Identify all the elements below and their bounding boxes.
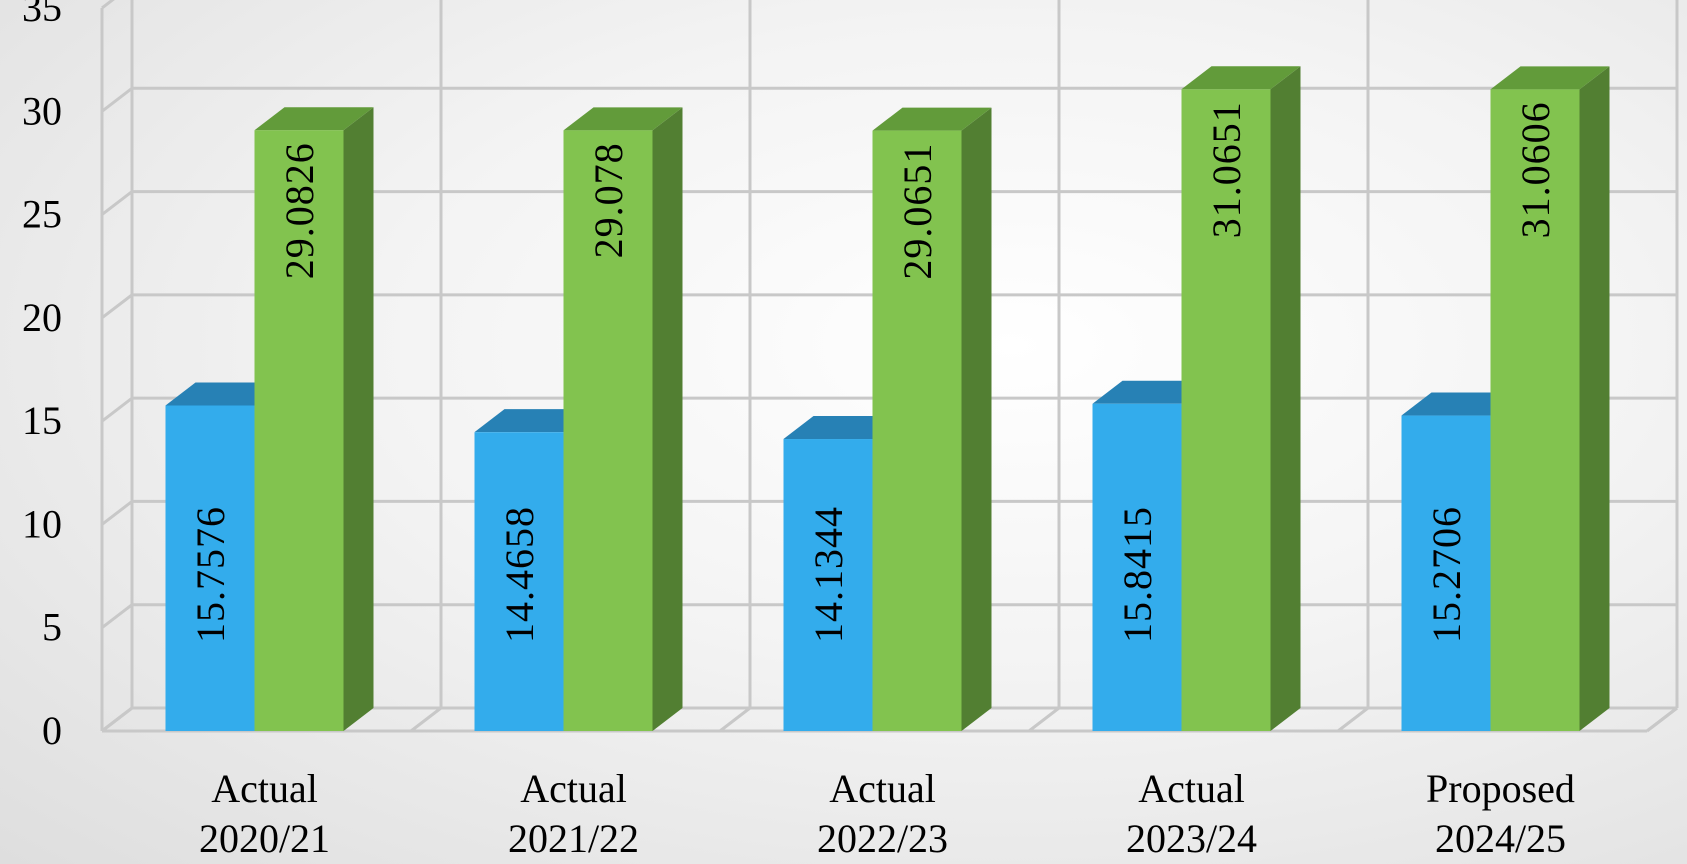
bar-top [254, 107, 374, 131]
bar-value-label: 14.4658 [497, 506, 542, 643]
bar-value-label: 14.1344 [806, 506, 851, 643]
bar-value-label: 31.0651 [1204, 101, 1249, 238]
x-category-label: 2020/21 [199, 816, 330, 861]
x-category-label: Actual [520, 766, 627, 811]
bar-group: 31.0651 [1181, 66, 1301, 731]
x-axis-categories: Actual 2020/21 Actual 2021/22 Actual 2022/23 A… [199, 766, 1575, 861]
gridline-side [101, 0, 115, 10]
bar-top [1490, 66, 1610, 90]
x-category-label: Actual [1138, 766, 1245, 811]
bar [474, 432, 564, 731]
bar-value-label: 15.7576 [188, 506, 233, 643]
bar-side [1579, 66, 1610, 731]
chart-bars: 15.7576 29.0826 14.4658 29.078 14.1344 29.065… [165, 66, 1610, 732]
bar-value-label: 31.0606 [1513, 101, 1558, 238]
bar-value-label: 29.0651 [895, 143, 940, 280]
bar [1092, 403, 1182, 731]
x-category-label: Actual [829, 766, 936, 811]
y-axis-ticks: 0 5 10 15 20 25 30 35 [22, 0, 62, 753]
bar-value-label: 15.8415 [1115, 506, 1160, 643]
bar [563, 130, 653, 731]
gridline-floor [1337, 706, 1369, 733]
bar-value-label: 29.0826 [277, 142, 322, 279]
gridline-floor [1028, 706, 1060, 733]
gridline-floor [101, 706, 133, 733]
y-tick-label: 5 [42, 605, 62, 650]
x-category-label: 2024/25 [1435, 816, 1566, 861]
x-category-label: Actual [211, 766, 318, 811]
y-tick-label: 35 [22, 0, 62, 30]
gridline-side [101, 500, 133, 526]
bar [783, 439, 873, 731]
bar [872, 130, 962, 731]
x-category-label: 2022/23 [817, 816, 948, 861]
gridline-side [101, 603, 133, 629]
bar-side [343, 107, 374, 732]
y-tick-label: 10 [22, 501, 62, 546]
bar [165, 405, 255, 731]
x-category-label: Proposed [1426, 766, 1575, 811]
y-tick-label: 0 [42, 708, 62, 753]
x-category-label: 2023/24 [1126, 816, 1257, 861]
gridline-side [101, 87, 133, 113]
y-tick-label: 30 [22, 88, 62, 133]
bar-side [1270, 66, 1301, 731]
bar-top [872, 107, 992, 131]
bar-top [563, 107, 683, 131]
gridline-side [101, 190, 133, 216]
bar-side [652, 107, 683, 731]
gridline-side [101, 396, 133, 423]
x-category-label: 2021/22 [508, 816, 639, 861]
y-tick-label: 25 [22, 192, 62, 237]
gridline-side [101, 293, 133, 320]
bar-side [961, 107, 992, 731]
bar-group: 29.0651 [872, 107, 992, 731]
bar-value-label: 29.078 [586, 142, 631, 258]
y-tick-label: 15 [22, 398, 62, 443]
gridline-floor [410, 706, 442, 733]
bar [1490, 89, 1580, 731]
bar-group: 29.0826 [254, 107, 374, 732]
floor-right-edge [1646, 706, 1678, 733]
bar-top [1181, 66, 1301, 90]
bar-value-label: 15.2706 [1424, 506, 1469, 643]
bar-group: 31.0606 [1490, 66, 1610, 731]
bar [254, 130, 344, 731]
bar [1401, 415, 1491, 731]
bar [1181, 89, 1271, 731]
y-tick-label: 20 [22, 295, 62, 340]
bar-group: 29.078 [563, 107, 683, 731]
gridline-floor [719, 706, 751, 733]
